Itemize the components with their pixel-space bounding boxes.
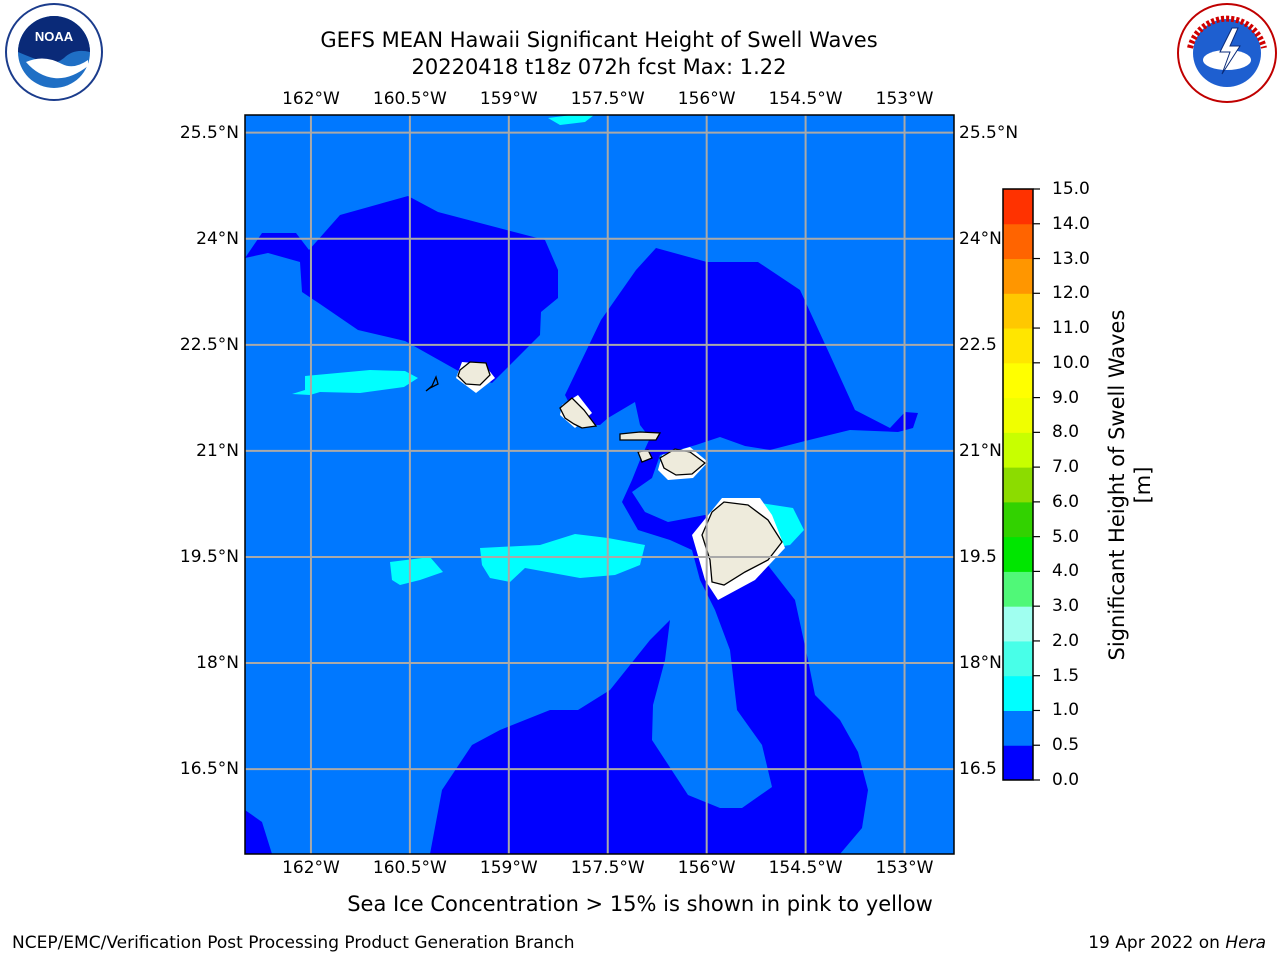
colorbar-tick-label: 9.0 bbox=[1052, 387, 1080, 408]
footer-machine: Hera bbox=[1225, 933, 1266, 953]
lat-tick-label: 25.5°N bbox=[179, 122, 239, 143]
colorbar-band bbox=[1003, 223, 1033, 260]
lat-tick-label: 21°N bbox=[196, 440, 239, 461]
colorbar-tick-label: 11.0 bbox=[1052, 318, 1090, 339]
footer-date-text: 19 Apr 2022 on bbox=[1088, 933, 1226, 953]
colorbar-tick-label: 13.0 bbox=[1052, 248, 1090, 269]
colorbar-tick-label: 7.0 bbox=[1052, 457, 1080, 478]
colorbar-tick-label: 0.5 bbox=[1052, 735, 1080, 756]
lon-tick-label: 157.5°W bbox=[570, 89, 645, 109]
contour-0-0.5-sw bbox=[245, 810, 272, 854]
island-oahu bbox=[559, 397, 598, 429]
colorbar-band bbox=[1003, 536, 1033, 572]
lon-tick-label: 159°W bbox=[479, 858, 538, 878]
graticule bbox=[245, 115, 954, 854]
colorbar-tick-label: 0.0 bbox=[1052, 770, 1080, 790]
caption-text: Sea Ice Concentration > 15% is shown in … bbox=[347, 892, 933, 916]
colorbar-tick-label: 5.0 bbox=[1052, 526, 1080, 547]
contour-0-0.5-north bbox=[245, 196, 558, 383]
colorbar-band bbox=[1003, 640, 1033, 677]
lon-tick-label: 162°W bbox=[282, 89, 340, 109]
colorbar-tick-label: 3.0 bbox=[1052, 596, 1080, 617]
colorbar-band bbox=[1003, 362, 1033, 399]
map-subtitle: 20220418 t18z 072h fcst Max: 1.22 bbox=[411, 55, 787, 79]
lat-tick-label: 24°N bbox=[196, 228, 239, 249]
island-molokai bbox=[619, 431, 662, 441]
lat-tick-label: 18°N bbox=[196, 653, 239, 674]
colorbar-title: Significant Height of Swell Waves [m] bbox=[1105, 309, 1155, 661]
svg-text:NOAA: NOAA bbox=[35, 29, 74, 44]
lon-tick-label: 154.5°W bbox=[768, 858, 843, 878]
footer-branch: NCEP/EMC/Verification Post Processing Pr… bbox=[12, 933, 575, 953]
lon-tick-label: 156°W bbox=[677, 858, 736, 878]
island-hawaii bbox=[701, 501, 783, 586]
lon-tick-label: 160.5°W bbox=[372, 89, 447, 109]
colorbar-tick-label: 12.0 bbox=[1052, 283, 1090, 304]
colorbar-band bbox=[1003, 710, 1033, 746]
lon-tick-label: 153°W bbox=[875, 858, 934, 878]
colorbar-band bbox=[1003, 606, 1033, 642]
island-kauai bbox=[457, 361, 491, 386]
colorbar-tick-label: 6.0 bbox=[1052, 491, 1080, 512]
contour-1-1.5-e bbox=[548, 115, 594, 125]
lon-tick-label: 157.5°W bbox=[570, 858, 645, 878]
colorbar-band bbox=[1003, 189, 1033, 225]
lat-tick-label-right: 18°N bbox=[959, 653, 1002, 674]
colorbar-band bbox=[1003, 293, 1033, 329]
lat-tick-label-right: 25.5°N bbox=[959, 122, 1019, 143]
sea-ice-caption: Sea Ice Concentration > 15% is shown in … bbox=[0, 891, 1280, 917]
colorbar-frame bbox=[1002, 188, 1034, 781]
lon-tick-label: 159°W bbox=[479, 89, 538, 109]
lon-tick-label: 160.5°W bbox=[372, 858, 447, 878]
footer-date: 19 Apr 2022 on Hera bbox=[1088, 933, 1266, 953]
colorbar-tick-label: 8.0 bbox=[1052, 422, 1080, 443]
colorbar-tick-label: 10.0 bbox=[1052, 352, 1090, 373]
contour-1-1.5-b bbox=[390, 557, 443, 585]
colorbar-tick-label: 2.0 bbox=[1052, 630, 1080, 651]
island-maui bbox=[659, 448, 707, 476]
map-frame bbox=[244, 114, 955, 855]
lon-tick-label: 156°W bbox=[677, 89, 736, 109]
colorbar-band bbox=[1003, 432, 1033, 468]
lon-tick-label: 153°W bbox=[875, 89, 934, 109]
lat-tick-label: 16.5°N bbox=[179, 759, 239, 780]
colorbar-band bbox=[1003, 571, 1033, 607]
colorbar-tick-label: 1.0 bbox=[1052, 700, 1080, 721]
map-title: GEFS MEAN Hawaii Significant Height of S… bbox=[320, 28, 878, 52]
lon-tick-label: 162°W bbox=[282, 858, 340, 878]
contour-0-0.5-channel bbox=[430, 248, 918, 854]
nws-logo bbox=[1177, 3, 1277, 103]
colorbar-tick-label: 1.5 bbox=[1052, 665, 1080, 686]
lon-tick-label: 154.5°W bbox=[768, 89, 843, 109]
colorbar-band bbox=[1003, 397, 1033, 433]
colorbar-band bbox=[1003, 675, 1033, 711]
lat-tick-label-right: 24°N bbox=[959, 228, 1002, 249]
swell-contour-field bbox=[245, 115, 954, 854]
lat-tick-label-right: 19.5 bbox=[959, 546, 997, 567]
colorbar-band bbox=[1003, 501, 1033, 538]
colorbar-band bbox=[1003, 467, 1033, 503]
contour-1-1.5-a bbox=[292, 370, 418, 395]
colorbar-tick-label: 4.0 bbox=[1052, 561, 1080, 582]
lat-tick-label-right: 22.5 bbox=[959, 334, 997, 355]
colorbar-band bbox=[1003, 258, 1033, 294]
colorbar-tick-label: 15.0 bbox=[1052, 179, 1090, 199]
lat-tick-label: 19.5°N bbox=[179, 546, 239, 567]
colorbar-ticks bbox=[1033, 188, 1040, 781]
lat-tick-label: 22.5°N bbox=[179, 334, 239, 355]
island-niihau bbox=[425, 375, 439, 392]
colorbar bbox=[1003, 189, 1033, 781]
contour-1-1.5-c bbox=[480, 534, 645, 582]
colorbar-tick-label: 14.0 bbox=[1052, 213, 1090, 234]
lat-tick-label-right: 21°N bbox=[959, 440, 1002, 461]
colorbar-band bbox=[1003, 745, 1033, 781]
colorbar-band bbox=[1003, 328, 1033, 364]
lat-tick-label-right: 16.5 bbox=[959, 759, 997, 780]
noaa-logo: NOAA bbox=[5, 3, 103, 101]
